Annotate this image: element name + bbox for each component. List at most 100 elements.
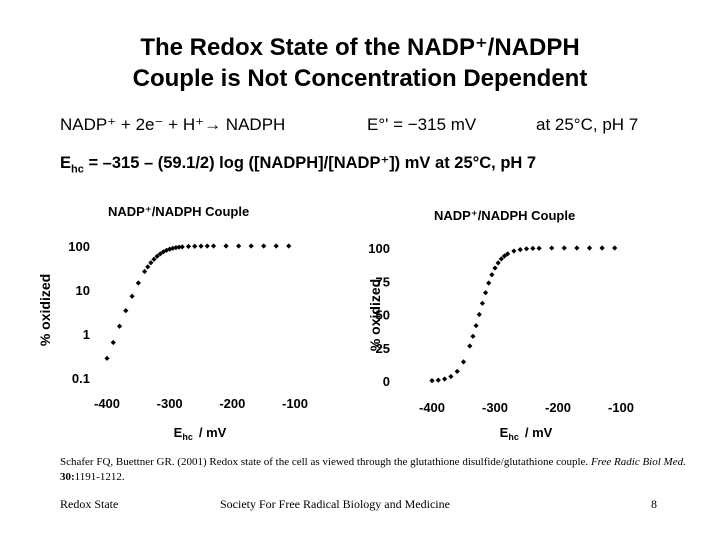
- data-point: [236, 243, 242, 249]
- y-tick-labels: 100 75 50 25 0: [368, 241, 390, 389]
- y-tick-label: 10: [76, 283, 90, 298]
- data-point: [454, 368, 460, 375]
- data-point: [142, 268, 148, 275]
- y-tick-label: 100: [368, 241, 390, 256]
- chart-title: NADP⁺/NADPH Couple: [108, 204, 249, 219]
- data-point: [273, 243, 279, 249]
- x-tick-label: -100: [282, 396, 308, 411]
- data-point: [523, 246, 530, 252]
- y-tick-label: 25: [376, 341, 390, 356]
- data-point: [530, 245, 536, 251]
- ehc-subscript: hc: [71, 163, 84, 176]
- standard-potential: E°' = −315 mV: [367, 115, 477, 134]
- data-point: [442, 376, 448, 382]
- data-point: [612, 245, 618, 251]
- reference-journal: Free Radic Biol Med.: [590, 456, 686, 468]
- data-point: [129, 293, 135, 299]
- y-tick-label: 0.1: [72, 371, 90, 386]
- ehc-symbol: E: [60, 154, 72, 172]
- data-point: [586, 245, 593, 251]
- data-point: [561, 245, 567, 251]
- data-point: [104, 355, 110, 361]
- x-tick-labels: -400 -300 -200 -100: [94, 396, 308, 411]
- data-point: [223, 243, 229, 249]
- x-tick-label: -400: [419, 400, 445, 415]
- data-point: [210, 243, 217, 249]
- data-point: [495, 260, 501, 266]
- x-tick-label: -300: [157, 396, 183, 411]
- reference-pages: 1191-1212.: [74, 471, 125, 483]
- footer-center: Society For Free Radical Biology and Med…: [220, 497, 450, 511]
- data-point: [248, 243, 254, 249]
- slide-title: The Redox State of the NADP⁺/NADPH Coupl…: [0, 32, 720, 94]
- x-tick-labels: -400 -300 -200 -100: [419, 400, 634, 415]
- data-point: [145, 264, 151, 270]
- title-line-1: The Redox State of the NADP⁺/NADPH: [140, 34, 580, 61]
- x-axis-label-unit: / mV: [525, 425, 553, 440]
- x-axis-label-sub: hc: [182, 432, 193, 442]
- data-point: [116, 323, 123, 329]
- ehc-formula: Ehc = –315 – (59.1/2) log ([NADPH]/[NADP…: [60, 153, 536, 175]
- title-line-2: Couple is Not Concentration Dependent: [132, 65, 588, 92]
- data-point: [123, 308, 129, 314]
- data-point: [486, 280, 492, 286]
- reaction-equation: NADP⁺ + 2e⁻ + H⁺→ NADPH: [60, 115, 286, 134]
- data-point: [435, 377, 441, 383]
- x-axis-label-sub: hc: [508, 432, 519, 442]
- y-tick-label: 0: [383, 374, 390, 389]
- data-point: [476, 311, 482, 318]
- chart-log-scale: NADP⁺/NADPH Couple % oxidized 1001010.1 …: [37, 204, 308, 442]
- x-axis-label-main: E: [500, 425, 509, 440]
- reaction-conditions: at 25°C, pH 7: [536, 115, 639, 134]
- data-point: [198, 243, 204, 249]
- y-tick-label: 1: [83, 327, 90, 342]
- y-axis-label: % oxidized: [37, 274, 53, 346]
- footer-left: Redox State: [60, 497, 119, 511]
- data-point: [470, 333, 476, 339]
- data-point: [448, 373, 454, 380]
- data-point: [204, 243, 210, 249]
- data-point: [192, 243, 198, 249]
- data-point: [179, 244, 185, 250]
- data-point: [599, 245, 605, 251]
- data-point: [489, 272, 495, 278]
- footer-page-number: 8: [651, 497, 657, 511]
- x-tick-label: -200: [545, 400, 571, 415]
- x-tick-label: -300: [482, 400, 508, 415]
- x-axis-label-main: E: [174, 425, 183, 440]
- reference-citation: Schafer FQ, Buettner GR. (2001) Redox st…: [60, 455, 700, 485]
- data-point: [148, 260, 154, 266]
- x-tick-label: -200: [219, 396, 245, 411]
- chart-linear-scale: NADP⁺/NADPH Couple % oxidized 100 75 50 25 0…: [367, 208, 634, 442]
- data-point: [176, 244, 182, 250]
- data-point: [574, 245, 580, 251]
- data-point: [429, 378, 435, 384]
- data-point: [261, 243, 267, 249]
- y-tick-labels: 100 10 1 0.1: [68, 239, 90, 386]
- x-axis-label: Ehc / mV: [500, 425, 553, 442]
- data-point: [482, 290, 489, 296]
- data-point: [479, 300, 485, 306]
- data-point: [498, 256, 504, 262]
- data-point: [473, 323, 479, 329]
- data-point: [517, 246, 523, 253]
- data-point: [460, 359, 467, 365]
- data-points: [104, 243, 292, 361]
- data-point: [286, 243, 292, 249]
- y-tick-label: 75: [376, 274, 390, 289]
- y-tick-label: 100: [68, 239, 90, 254]
- data-point: [549, 245, 555, 251]
- data-point: [157, 251, 163, 257]
- x-tick-label: -100: [608, 400, 634, 415]
- data-point: [154, 253, 160, 259]
- x-tick-label: -400: [94, 396, 120, 411]
- ehc-expression: = –315 – (59.1/2) log ([NADPH]/[NADP⁺]) …: [88, 154, 537, 172]
- data-point: [492, 265, 498, 271]
- data-point: [511, 248, 517, 254]
- x-axis-label: Ehc / mV: [174, 425, 227, 442]
- reference-volume: 30:: [60, 471, 75, 483]
- data-point: [536, 245, 542, 251]
- chart-title: NADP⁺/NADPH Couple: [434, 208, 575, 223]
- y-axis-label: % oxidized: [367, 279, 383, 351]
